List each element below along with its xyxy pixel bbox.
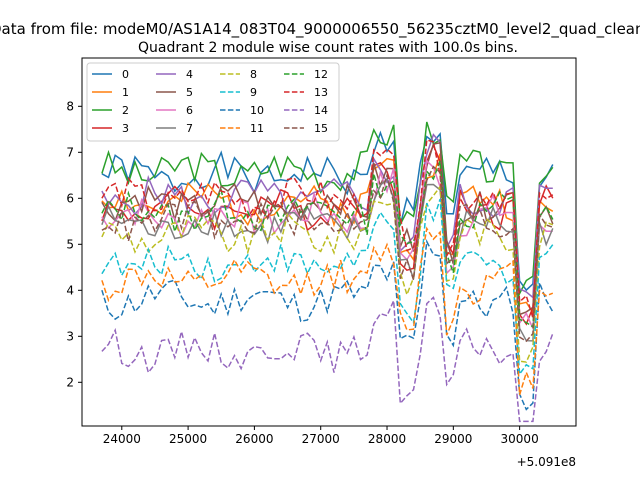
y-tick-label: 3 — [66, 329, 74, 343]
legend-label-2: 2 — [122, 104, 129, 117]
ticks-layer: 24000 25000 26000 27000 28000 29000 30000 2 3 4 5 6… — [66, 99, 538, 446]
series-line-14 — [101, 296, 554, 423]
x-tick-label: 30000 — [501, 432, 539, 446]
y-tick-label: 8 — [66, 99, 74, 113]
legend-label-11: 11 — [250, 122, 264, 135]
series-layer — [101, 121, 554, 423]
y-tick-label: 4 — [66, 283, 74, 297]
figure-suptitle: Data from file: modeM0/AS1A14_083T04_900… — [0, 20, 640, 39]
x-tick-label: 27000 — [302, 432, 340, 446]
x-tick-label: 24000 — [103, 432, 141, 446]
x-tick-label: 26000 — [235, 432, 273, 446]
series-line-8 — [101, 184, 554, 363]
legend-label-13: 13 — [314, 86, 328, 99]
x-tick-label: 29000 — [434, 432, 472, 446]
y-tick-label: 5 — [66, 237, 74, 251]
series-line-11 — [101, 226, 554, 396]
legend-label-5: 5 — [186, 86, 193, 99]
legend-label-12: 12 — [314, 68, 328, 81]
series-line-9 — [101, 198, 554, 377]
series-line-13 — [101, 139, 554, 319]
legend-label-3: 3 — [122, 122, 129, 135]
legend-label-6: 6 — [186, 104, 193, 117]
series-line-15 — [101, 165, 554, 343]
series-line-7 — [101, 177, 554, 342]
y-tick-label: 6 — [66, 191, 74, 205]
x-offset-label: +5.091e8 — [517, 455, 576, 469]
legend-box — [86, 62, 340, 142]
legend-label-0: 0 — [122, 68, 129, 81]
legend-label-1: 1 — [122, 86, 129, 99]
legend-label-4: 4 — [186, 68, 193, 81]
legend-label-15: 15 — [314, 122, 328, 135]
legend-label-14: 14 — [314, 104, 328, 117]
x-tick-label: 28000 — [368, 432, 406, 446]
series-line-10 — [101, 239, 554, 411]
chart-title: Quadrant 2 module wise count rates with … — [138, 40, 518, 56]
x-tick-label: 25000 — [169, 432, 207, 446]
y-tick-label: 7 — [66, 145, 74, 159]
series-line-2 — [101, 121, 554, 297]
legend-label-7: 7 — [186, 122, 193, 135]
legend-label-9: 9 — [250, 86, 257, 99]
plot-frame — [81, 57, 577, 427]
legend-label-10: 10 — [250, 104, 264, 117]
legend-label-8: 8 — [250, 68, 257, 81]
y-tick-label: 2 — [66, 375, 74, 389]
